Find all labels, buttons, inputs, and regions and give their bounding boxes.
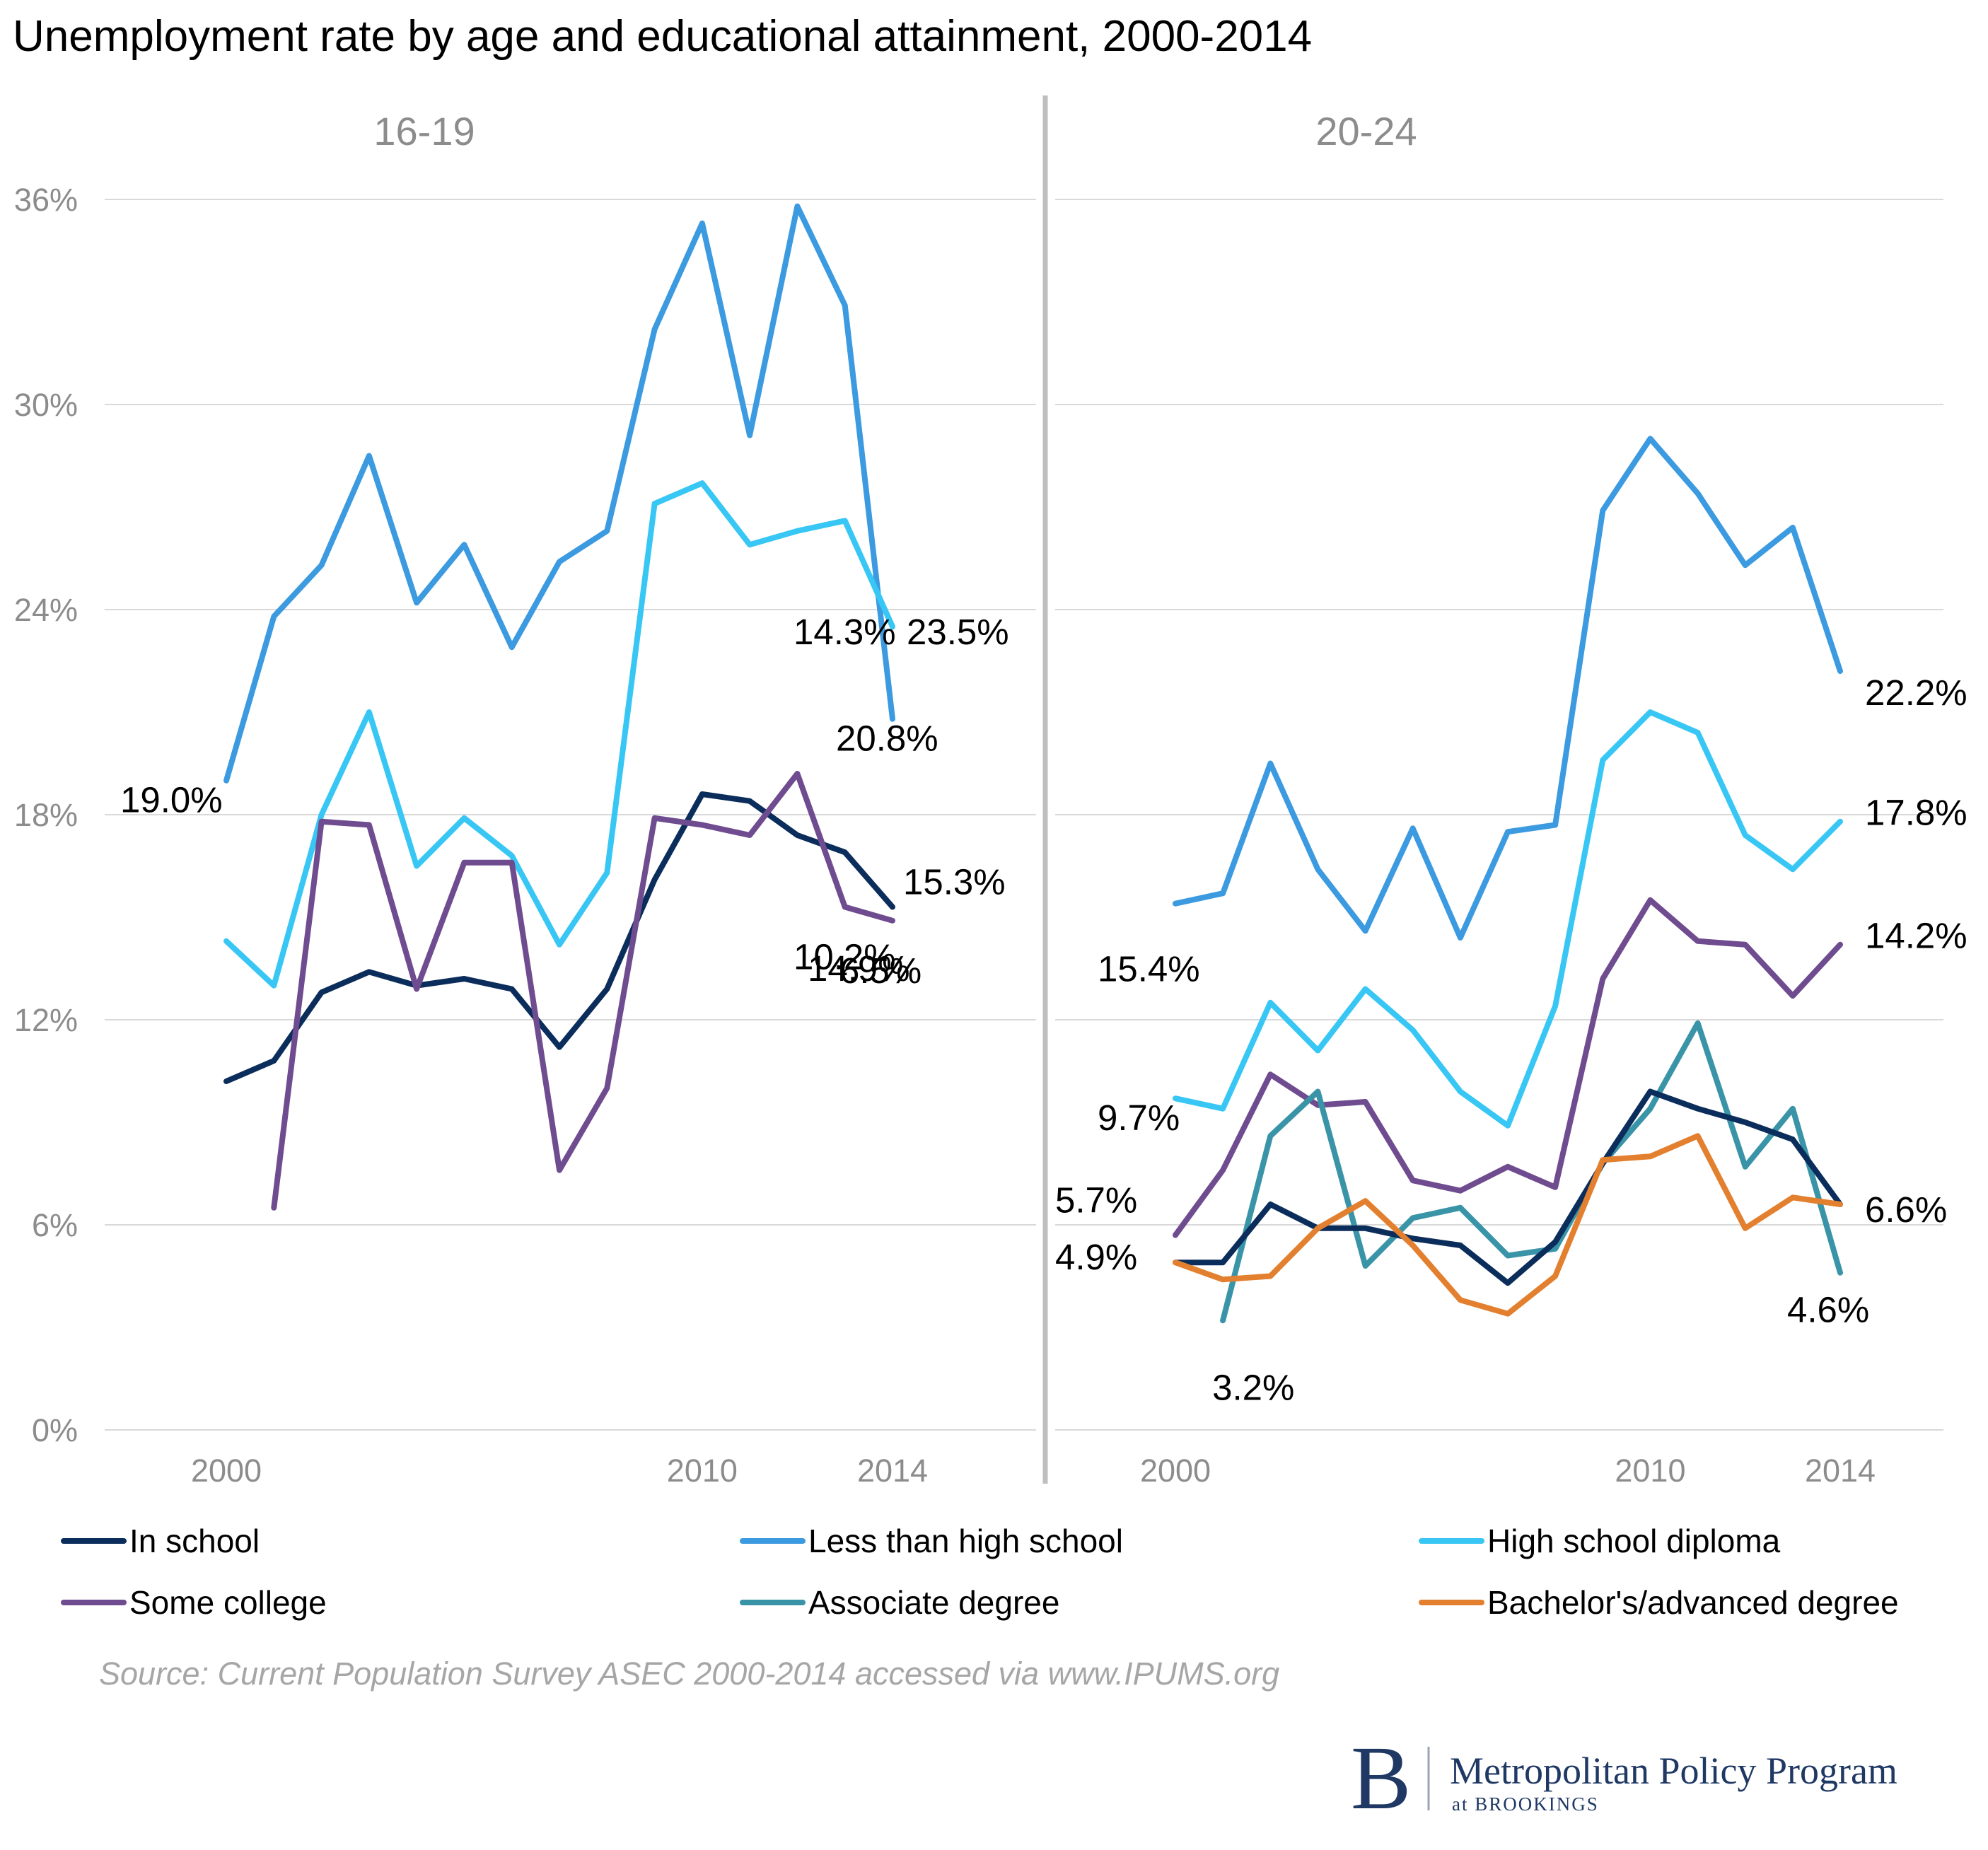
source-note: Source: Current Population Survey ASEC 2… xyxy=(99,1656,1279,1692)
data-label-in-school-20-24: 4.9% xyxy=(1055,1237,1137,1277)
data-label-associate-degree-20-24: 3.2% xyxy=(1212,1367,1294,1407)
y-tick-label: 6% xyxy=(32,1207,78,1243)
y-tick-label: 0% xyxy=(32,1412,78,1448)
data-label-some-college-20-24: 14.2% xyxy=(1865,916,1967,956)
data-label-less-than-high-school-20-24: 15.4% xyxy=(1098,949,1200,989)
series-line-some-college-20-24 xyxy=(1173,897,1843,1238)
legend-item-high-school-diploma: High school diploma xyxy=(1419,1523,1781,1559)
legend-item-less-than-high-school: Less than high school xyxy=(740,1523,1123,1559)
data-label-high-school-diploma-16-19: 23.5% xyxy=(907,612,1009,652)
legend-item-associate-degree: Associate degree xyxy=(740,1584,1059,1621)
series-line-some-college-16-19 xyxy=(271,771,895,1211)
data-label-high-school-diploma-20-24: 17.8% xyxy=(1865,793,1967,833)
x-tick-label: 2000 xyxy=(1140,1453,1211,1489)
data-label-in-school-16-19: 10.2% xyxy=(794,937,896,977)
chart-title: Unemployment rate by age and educational… xyxy=(13,12,1312,61)
data-label-some-college-16-19: 14.9% xyxy=(808,948,910,989)
y-tick-label: 18% xyxy=(14,797,78,833)
legend-item-bachelor-s-advanced-degree: Bachelor's/advanced degree xyxy=(1419,1584,1899,1621)
series-line-bachelor-s-advanced-degree-20-24 xyxy=(1173,1133,1843,1317)
logo-letter: B xyxy=(1351,1728,1411,1828)
legend-label: Bachelor's/advanced degree xyxy=(1487,1584,1899,1621)
data-label-high-school-diploma-20-24: 9.7% xyxy=(1098,1098,1180,1138)
data-label-some-college-16-19: 6.5% xyxy=(839,950,922,991)
data-label-some-college-20-24: 5.7% xyxy=(1055,1180,1137,1221)
series-line-high-school-diploma-20-24 xyxy=(1173,709,1843,1129)
data-labels: 19.0% 20.8% 23.5% 14.3% 15.3%10.2%14.9%6.5% 1… xyxy=(120,612,1967,1407)
x-axis-ticks: 2000 2010 2014 2000 2010 2014 xyxy=(191,1453,1876,1489)
legend-label: High school diploma xyxy=(1487,1523,1781,1559)
data-label-associate-degree-20-24: 4.6% xyxy=(1787,1290,1869,1330)
series-line-associate-degree-20-24 xyxy=(1220,1020,1843,1324)
legend: In school Less than high school High schoo… xyxy=(61,1523,1899,1621)
x-tick-label: 2010 xyxy=(667,1453,738,1489)
logo-name: Metropolitan Policy Program xyxy=(1450,1750,1897,1792)
y-tick-label: 12% xyxy=(14,1002,78,1038)
series-line-high-school-diploma-16-19 xyxy=(223,480,895,989)
y-tick-label: 36% xyxy=(14,182,78,218)
legend-item-some-college: Some college xyxy=(61,1584,327,1621)
logo-sub: at BROOKINGS xyxy=(1452,1793,1599,1815)
legend-label: Some college xyxy=(129,1584,327,1621)
legend-label: Associate degree xyxy=(808,1584,1059,1621)
panel-titles: 16-19 20-24 xyxy=(373,109,1417,153)
brookings-logo: B Metropolitan Policy Program at BROOKIN… xyxy=(1351,1728,1897,1828)
series-line-in-school-16-19 xyxy=(223,791,895,1084)
series-line-less-than-high-school-16-19 xyxy=(223,203,895,784)
data-label-in-school-20-24: 6.6% xyxy=(1865,1189,1947,1230)
legend-label: In school xyxy=(129,1523,260,1559)
x-tick-label: 2010 xyxy=(1615,1453,1685,1489)
data-label-less-than-high-school-16-19: 19.0% xyxy=(120,780,223,820)
series-layer xyxy=(223,203,1843,1324)
panel-title-16-19: 16-19 xyxy=(373,109,475,153)
grid-layer xyxy=(105,199,1943,1431)
legend-item-in-school: In school xyxy=(61,1523,260,1559)
data-label-less-than-high-school-16-19: 20.8% xyxy=(836,719,938,759)
x-tick-label: 2014 xyxy=(1805,1453,1876,1489)
legend-label: Less than high school xyxy=(808,1523,1123,1559)
x-tick-label: 2014 xyxy=(857,1453,928,1489)
y-tick-label: 30% xyxy=(14,387,78,423)
series-line-less-than-high-school-20-24 xyxy=(1173,436,1843,941)
y-tick-label: 24% xyxy=(14,592,78,628)
x-tick-label: 2000 xyxy=(191,1453,262,1489)
y-axis-ticks: 0% 6% 12% 18% 24% 30% 36% xyxy=(14,182,78,1448)
series-line-in-school-20-24 xyxy=(1173,1088,1843,1286)
data-label-high-school-diploma-16-19: 14.3% xyxy=(794,612,896,652)
panel-title-20-24: 20-24 xyxy=(1315,109,1417,153)
data-label-less-than-high-school-20-24: 22.2% xyxy=(1865,673,1967,713)
data-label-in-school-16-19: 15.3% xyxy=(903,862,1006,902)
